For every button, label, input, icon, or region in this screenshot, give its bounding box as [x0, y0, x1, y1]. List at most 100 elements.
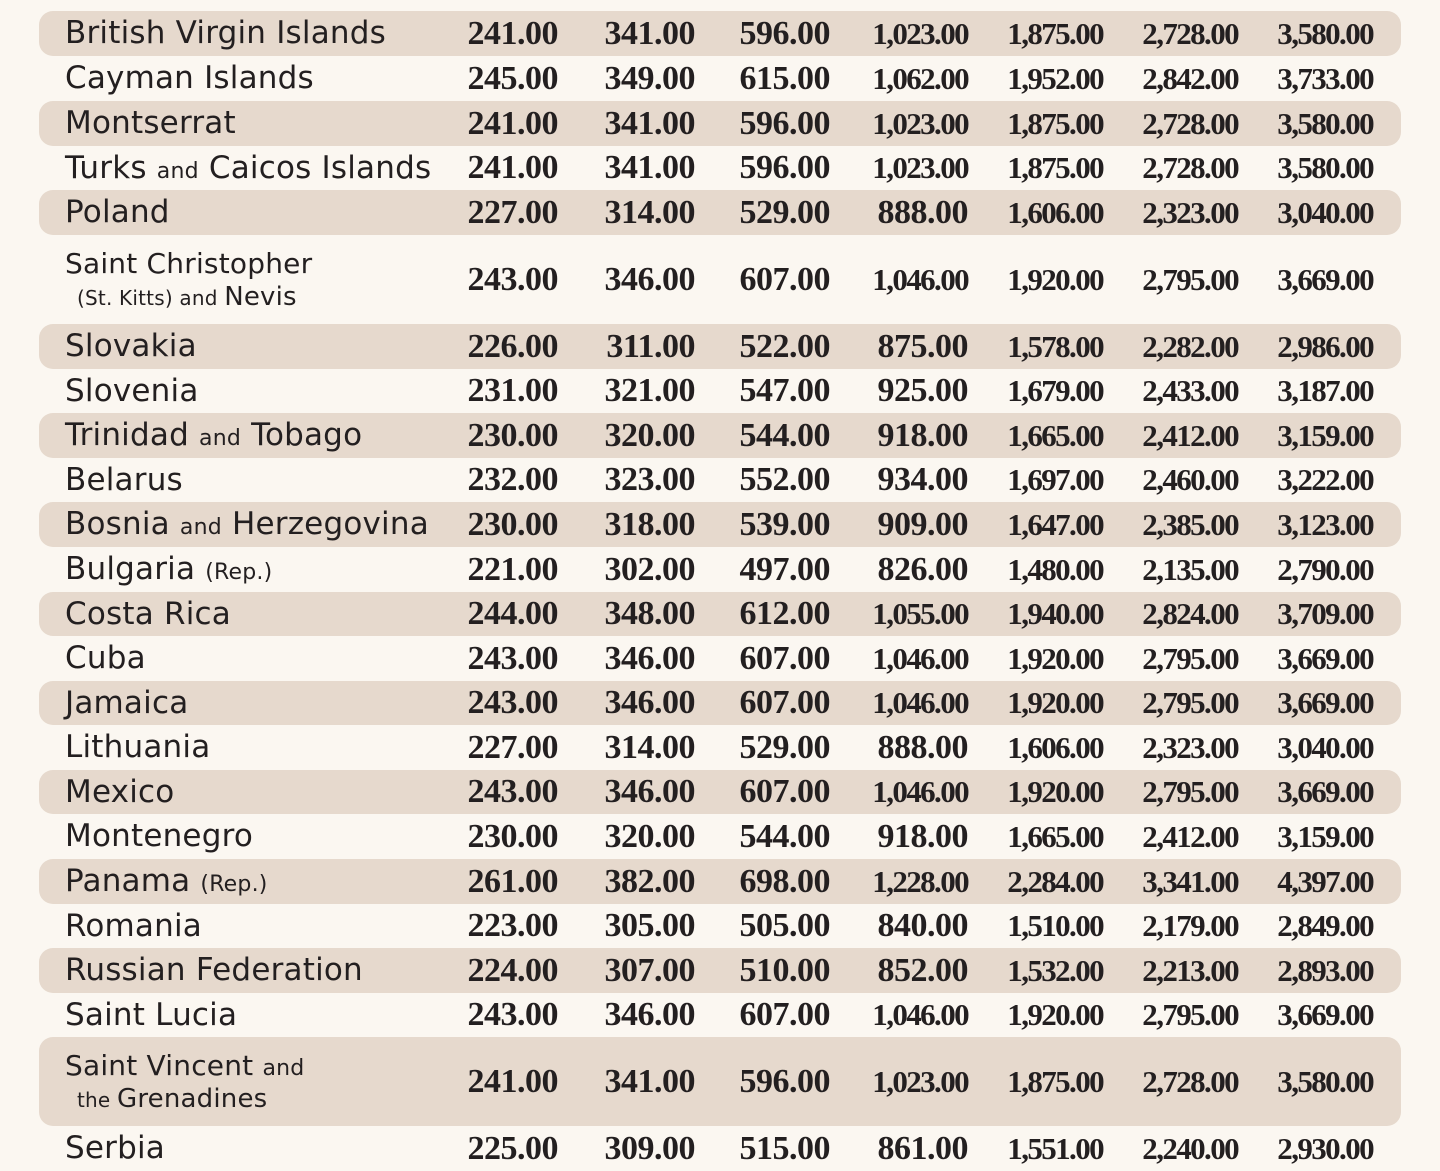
- rate-value: 1,940.00: [1007, 596, 1104, 631]
- rate-value: 2,842.00: [1142, 60, 1239, 96]
- rate-value: 1,046.00: [872, 261, 969, 297]
- table-row: Jamaica 243.00 346.00 607.00 1,046.00 1,920.0…: [39, 681, 1401, 725]
- rate-value: 241.00: [467, 149, 559, 186]
- rate-value: 1,920.00: [1007, 774, 1104, 809]
- country-name: Trinidad and Tobago: [65, 417, 363, 453]
- country-name: Mexico: [65, 773, 175, 810]
- rate-value: 840.00: [877, 907, 969, 944]
- rate-value: 925.00: [877, 372, 969, 409]
- rate-value: 2,728.00: [1142, 15, 1239, 51]
- country-name: Costa Rica: [65, 595, 231, 632]
- country-name: Belarus: [65, 461, 183, 498]
- country-name: British Virgin Islands: [65, 15, 386, 51]
- rate-value: 918.00: [877, 416, 969, 454]
- rate-value: 3,040.00: [1277, 194, 1374, 230]
- rate-value: 2,213.00: [1142, 952, 1239, 988]
- rate-value: 547.00: [739, 372, 831, 409]
- rate-value: 232.00: [467, 461, 559, 498]
- rate-value: 314.00: [604, 728, 696, 766]
- country-name: Montenegro: [65, 818, 254, 854]
- rate-value: 230.00: [467, 416, 559, 454]
- rate-value: 245.00: [467, 59, 559, 97]
- rate-value: 227.00: [467, 728, 559, 766]
- rate-value: 3,159.00: [1277, 818, 1374, 854]
- rate-value: 2,179.00: [1142, 908, 1239, 943]
- country-name: Saint Vincent and the Grenadines: [65, 1048, 305, 1114]
- rate-value: 3,669.00: [1277, 640, 1374, 676]
- rate-value: 223.00: [467, 907, 559, 944]
- rate-value: 596.00: [739, 14, 831, 52]
- rate-value: 888.00: [877, 728, 969, 766]
- rate-value: 241.00: [467, 14, 559, 52]
- rates-table: British Virgin Islands 241.00 341.00 596.00…: [39, 11, 1401, 1171]
- rate-value: 596.00: [739, 1062, 831, 1100]
- table-row: Poland 227.00 314.00 529.00 888.00 1,606.00 2,…: [39, 190, 1401, 235]
- rate-value: 349.00: [604, 59, 696, 97]
- rate-value: 607.00: [739, 684, 831, 721]
- rate-value: 2,385.00: [1142, 506, 1239, 542]
- rate-value: 261.00: [467, 862, 559, 900]
- rate-value: 2,795.00: [1142, 774, 1239, 809]
- rate-value: 1,551.00: [1007, 1130, 1104, 1166]
- rate-value: 3,187.00: [1277, 373, 1374, 408]
- rate-value: 382.00: [604, 862, 696, 900]
- table-row: Cayman Islands 245.00 349.00 615.00 1,062.00…: [39, 56, 1401, 101]
- rate-value: 2,433.00: [1142, 373, 1239, 408]
- table-row: Saint Lucia 243.00 346.00 607.00 1,046.00 1,9…: [39, 993, 1401, 1037]
- table-row: Costa Rica 244.00 348.00 612.00 1,055.00 1,94…: [39, 592, 1401, 636]
- rate-value: 615.00: [739, 59, 831, 97]
- rate-value: 241.00: [467, 104, 559, 142]
- rate-value: 861.00: [877, 1129, 969, 1167]
- rate-value: 1,480.00: [1007, 551, 1104, 587]
- rate-value: 529.00: [739, 193, 831, 231]
- table-row: Montenegro 230.00 320.00 544.00 918.00 1,665.…: [39, 814, 1401, 859]
- rate-value: 3,709.00: [1277, 596, 1374, 631]
- rate-value: 1,875.00: [1007, 1063, 1104, 1099]
- rate-value: 230.00: [467, 817, 559, 855]
- rate-value: 3,580.00: [1277, 15, 1374, 51]
- rate-value: 1,606.00: [1007, 194, 1104, 230]
- rate-value: 1,578.00: [1007, 328, 1104, 364]
- rate-value: 309.00: [604, 1129, 696, 1167]
- rate-value: 826.00: [877, 550, 969, 588]
- rate-value: 341.00: [604, 149, 696, 186]
- table-row: Belarus 232.00 323.00 552.00 934.00 1,697.00 2…: [39, 458, 1401, 502]
- rate-value: 607.00: [739, 773, 831, 810]
- rate-value: 596.00: [739, 104, 831, 142]
- rate-value: 341.00: [604, 14, 696, 52]
- rate-value: 231.00: [467, 372, 559, 409]
- rate-value: 2,986.00: [1277, 328, 1374, 364]
- rate-value: 1,920.00: [1007, 997, 1104, 1032]
- rate-value: 1,023.00: [872, 1063, 969, 1099]
- rate-value: 3,669.00: [1277, 997, 1374, 1032]
- rate-value: 346.00: [604, 773, 696, 810]
- rate-value: 1,679.00: [1007, 373, 1104, 408]
- table-row: Turks and Caicos Islands 241.00 341.00 596.…: [39, 146, 1401, 190]
- table-row: Trinidad and Tobago 230.00 320.00 544.00 918…: [39, 413, 1401, 458]
- rate-value: 314.00: [604, 193, 696, 231]
- rate-value: 3,341.00: [1142, 863, 1239, 899]
- rate-value: 3,733.00: [1277, 60, 1374, 96]
- rate-value: 2,728.00: [1142, 150, 1239, 185]
- table-row: British Virgin Islands 241.00 341.00 596.00…: [39, 11, 1401, 56]
- rate-value: 3,669.00: [1277, 774, 1374, 809]
- rate-value: 321.00: [604, 372, 696, 409]
- rate-value: 2,412.00: [1142, 818, 1239, 854]
- country-name: Saint Christopher (St. Kitts) and Nevis: [65, 246, 313, 312]
- rate-value: 243.00: [467, 773, 559, 810]
- rate-value: 529.00: [739, 728, 831, 766]
- rate-value: 320.00: [604, 817, 696, 855]
- rate-value: 243.00: [467, 996, 559, 1033]
- rate-value: 305.00: [604, 907, 696, 944]
- country-name: Slovenia: [65, 372, 199, 409]
- rate-value: 1,046.00: [872, 774, 969, 809]
- rate-value: 230.00: [467, 505, 559, 543]
- rate-value: 698.00: [739, 862, 831, 900]
- rate-value: 2,728.00: [1142, 105, 1239, 141]
- table-row: Slovenia 231.00 321.00 547.00 925.00 1,679.00…: [39, 369, 1401, 413]
- rate-value: 243.00: [467, 639, 559, 677]
- rate-value: 888.00: [877, 193, 969, 231]
- rate-value: 318.00: [604, 505, 696, 543]
- rate-value: 875.00: [877, 327, 969, 365]
- rate-value: 544.00: [739, 817, 831, 855]
